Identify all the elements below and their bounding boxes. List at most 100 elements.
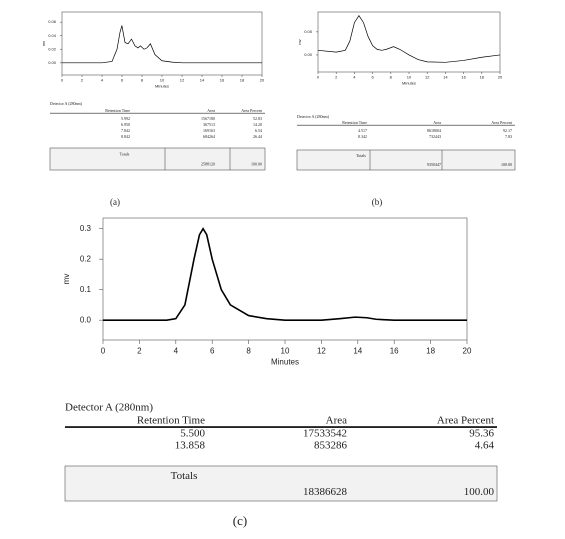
table-cell: 5.992 (121, 116, 130, 121)
y-tick-label: 0.0 (80, 315, 92, 324)
y-tick-label: 0.2 (80, 254, 92, 263)
x-tick-label: 4 (353, 75, 356, 80)
y-tick-label: 0.05 (304, 29, 313, 34)
totals-box (64, 465, 498, 502)
x-tick-label: 6 (371, 75, 374, 80)
x-tick-label: 16 (390, 346, 399, 355)
y-axis-label: mv (297, 39, 302, 44)
table-cell: 26.44 (253, 134, 262, 139)
table-cell: 13.858 (175, 440, 206, 452)
x-tick-label: 10 (281, 346, 290, 355)
x-tick-label: 6 (210, 346, 215, 355)
table-cell: 169163 (203, 128, 215, 133)
table-cell: 17533542 (303, 428, 347, 440)
table-title: Detector A (280nm) (297, 114, 330, 119)
table-title: Detector A (280nm) (50, 101, 83, 106)
column-header: Retention Time (105, 108, 130, 113)
x-tick-label: 10 (160, 78, 165, 83)
x-axis-label: Minutes (271, 358, 299, 367)
table-cell: 4.517 (358, 128, 367, 133)
column-header: Area (207, 108, 215, 113)
table-cell: 52.83 (253, 116, 262, 121)
column-header: Area Percent (437, 415, 494, 427)
y-tick-label: 0.00 (48, 60, 57, 65)
y-axis-label: mv (62, 274, 71, 285)
table-cell: 4.64 (475, 440, 495, 452)
y-tick-label: 0.02 (48, 46, 57, 51)
x-tick-label: 14 (443, 75, 448, 80)
x-tick-label: 20 (260, 78, 265, 83)
x-tick-label: 8 (141, 78, 144, 83)
x-axis-label: Minutes (402, 80, 416, 85)
table-cell: 8618004 (427, 128, 441, 133)
table-cell: 92.17 (503, 128, 512, 133)
column-header: Area (326, 415, 347, 427)
x-tick-label: 12 (180, 78, 185, 83)
table-cell: 684264 (203, 134, 215, 139)
trace (317, 15, 501, 63)
x-axis-label: Minutes (155, 83, 169, 88)
plot-frame (102, 217, 468, 341)
x-tick-label: 0 (317, 75, 320, 80)
table-cell: 8.342 (358, 134, 367, 139)
table-cell: 5.500 (180, 428, 205, 440)
totals-cell: 18386628 (303, 486, 348, 498)
x-tick-label: 6 (121, 78, 124, 83)
y-tick-label: 0.04 (48, 33, 57, 38)
table-cell: 95.36 (469, 428, 494, 440)
x-tick-label: 12 (425, 75, 430, 80)
trace (103, 227, 467, 321)
table-title: Detector A (280nm) (65, 402, 153, 414)
x-tick-label: 20 (463, 346, 472, 355)
column-header: Area (433, 120, 441, 125)
y-tick-label: 0.3 (80, 224, 92, 233)
x-tick-label: 16 (461, 75, 466, 80)
x-tick-label: 2 (81, 78, 84, 83)
x-tick-label: 0 (61, 78, 64, 83)
totals-cell: 100.00 (464, 486, 495, 498)
table-cell: 8.842 (121, 134, 130, 139)
plot-frame (317, 11, 501, 73)
x-tick-label: 18 (480, 75, 485, 80)
x-tick-label: 8 (246, 346, 251, 355)
totals-cell: 9350447 (427, 162, 441, 167)
x-tick-label: 2 (137, 346, 142, 355)
x-tick-label: 2 (335, 75, 338, 80)
table-cell: 732443 (429, 134, 441, 139)
x-tick-label: 10 (407, 75, 412, 80)
panel-label: (b) (372, 197, 383, 207)
panel-label: (a) (110, 197, 120, 207)
table-cell: 14.20 (253, 122, 262, 127)
x-tick-label: 4 (174, 346, 179, 355)
table-cell: 367513 (203, 122, 215, 127)
totals-label: Totals (171, 470, 198, 482)
totals-cell: 100.00 (501, 162, 512, 167)
totals-box (296, 149, 516, 171)
table-cell: 6.950 (121, 122, 130, 127)
plot-frame (61, 11, 263, 76)
totals-cell: 100.00 (251, 161, 262, 166)
x-tick-label: 18 (426, 346, 435, 355)
totals-box (49, 147, 266, 171)
table-cell: 7.842 (121, 128, 130, 133)
totals-label: Totals (356, 153, 366, 158)
totals-cell: 2588120 (201, 161, 215, 166)
x-tick-label: 4 (101, 78, 104, 83)
trace (62, 25, 262, 64)
table-cell: 853286 (314, 440, 348, 452)
y-tick-label: 0.00 (304, 52, 313, 57)
x-tick-label: 14 (200, 78, 205, 83)
y-tick-label: 0.06 (48, 19, 57, 24)
x-tick-label: 12 (317, 346, 326, 355)
totals-label: Totals (120, 152, 130, 157)
table-cell: 1567180 (201, 116, 215, 121)
x-tick-label: 16 (220, 78, 225, 83)
x-tick-label: 14 (353, 346, 362, 355)
column-header: Area Percent (241, 108, 263, 113)
table-cell: 7.83 (505, 134, 512, 139)
column-header: Retention Time (137, 415, 205, 427)
x-tick-label: 20 (498, 75, 503, 80)
y-axis-label: mv (41, 41, 46, 46)
y-tick-label: 0.1 (80, 285, 92, 294)
